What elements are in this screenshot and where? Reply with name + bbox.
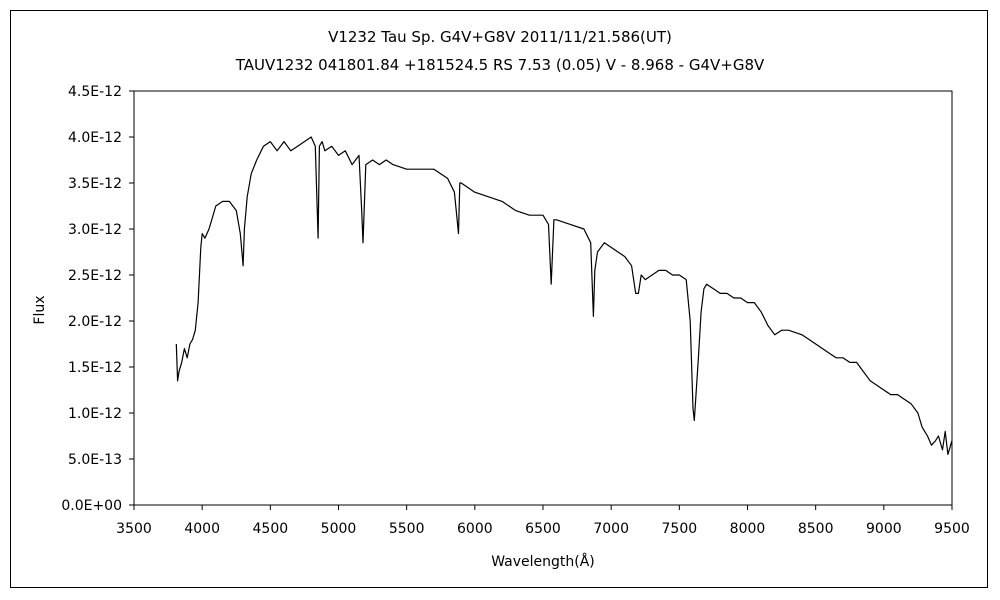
x-tick-label: 9500 [934,521,970,537]
y-tick-label: 1.0E-12 [68,406,122,422]
x-tick-label: 3500 [116,521,152,537]
x-tick-label: 7000 [593,521,629,537]
x-axis-ticks: 3500 4000 4500 5000 5500 6000 6500 7000 7500 8000… [116,505,970,537]
series-group [175,136,953,455]
y-axis-label: Flux [32,295,48,324]
chart-frame [10,10,988,588]
y-tick-label: 0.0E+00 [61,498,122,514]
x-tick-label: 8000 [730,521,766,537]
x-tick-label: 6500 [525,521,561,537]
chart-title: V1232 Tau Sp. G4V+G8V 2011/11/21.586(UT) [328,28,672,46]
x-tick-label: 4500 [253,521,289,537]
y-tick-label: 4.5E-12 [68,84,122,100]
y-tick-label: 2.5E-12 [68,268,122,284]
x-tick-label: 5500 [389,521,425,537]
x-tick-label: 5000 [321,521,357,537]
x-tick-label: 4000 [184,521,220,537]
y-tick-label: 2.0E-12 [68,314,122,330]
y-tick-label: 4.0E-12 [68,130,122,146]
plot-area [133,90,953,506]
y-tick-label: 3.0E-12 [68,222,122,238]
x-tick-label: 6000 [457,521,493,537]
y-tick-label: 5.0E-13 [68,452,122,468]
chart-subtitle: TAUV1232 041801.84 +181524.5 RS 7.53 (0.… [235,56,765,74]
y-tick-label: 3.5E-12 [68,176,122,192]
x-axis-label: Wavelength(Å) [491,553,595,570]
x-tick-label: 8500 [798,521,834,537]
x-tick-label: 7500 [662,521,698,537]
x-tick-label: 9000 [866,521,902,537]
y-axis-ticks: 0.0E+00 5.0E-13 1.0E-12 1.5E-12 2.0E-12 2.5E-… [61,84,134,514]
flux-series-line [175,136,953,455]
y-tick-label: 1.5E-12 [68,360,122,376]
